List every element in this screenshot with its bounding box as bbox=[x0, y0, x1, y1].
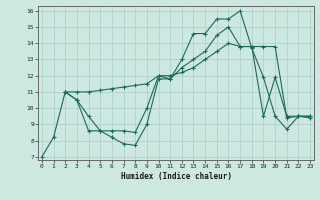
X-axis label: Humidex (Indice chaleur): Humidex (Indice chaleur) bbox=[121, 172, 231, 181]
